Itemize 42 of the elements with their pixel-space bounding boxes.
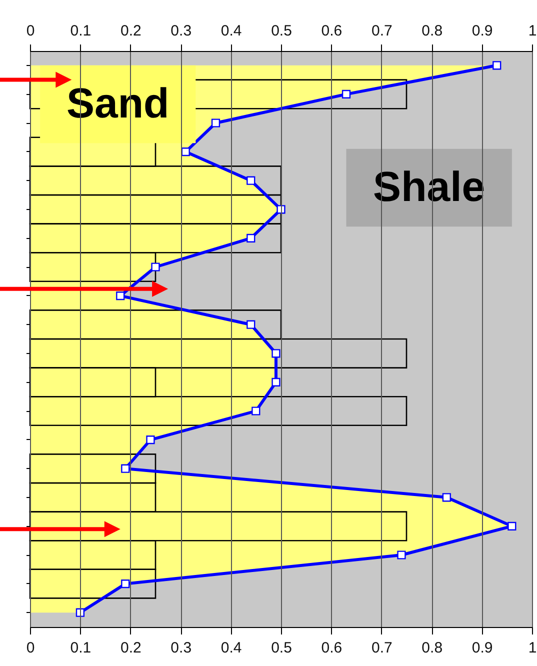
x-tick-label: 0.3: [170, 640, 192, 656]
point: [121, 464, 130, 473]
point: [492, 61, 502, 70]
point: [246, 234, 256, 243]
x-tick-label: 1: [528, 640, 537, 656]
point: [508, 522, 516, 531]
x2-tick-label: 0.9: [472, 22, 493, 40]
point: [211, 118, 220, 128]
point: [146, 435, 155, 444]
x-tick-label: 0.8: [422, 640, 443, 656]
x-tick-label: 0.9: [472, 640, 493, 656]
point: [246, 320, 256, 329]
x2-tick-label: 0.7: [371, 22, 392, 40]
x-tick-label: 0.7: [371, 640, 392, 656]
x2-tick-label: 0.1: [70, 22, 92, 40]
x2-tick-label: 0.2: [120, 22, 142, 40]
point: [342, 90, 351, 99]
x2-tick-label: 1: [528, 22, 537, 40]
x-tick-label: 0.1: [70, 640, 92, 656]
point: [272, 349, 280, 358]
point: [246, 176, 256, 185]
x-tick-label: 0: [26, 640, 35, 656]
x-tick-label: 0.6: [321, 640, 342, 656]
x-tick-label: 0.2: [120, 640, 142, 656]
x2-tick-label: 0.4: [220, 22, 242, 40]
x2-tick-label: 0: [26, 22, 35, 40]
point: [272, 378, 280, 387]
x2-tick-label: 0.8: [422, 22, 443, 40]
x2-tick-label: 0.6: [321, 22, 342, 40]
x-tick-label: 0.4: [220, 640, 242, 656]
point: [151, 262, 160, 272]
x2-tick-label: 0.5: [271, 22, 292, 40]
point: [397, 550, 406, 560]
point: [121, 579, 130, 588]
point: [252, 406, 260, 416]
point: [116, 291, 125, 300]
annotation: Shale: [373, 162, 486, 210]
x-tick-label: 0.5: [271, 640, 292, 656]
point: [442, 493, 451, 502]
point: [181, 147, 190, 156]
point: [276, 205, 286, 214]
x2-tick-label: 0.3: [170, 22, 192, 40]
